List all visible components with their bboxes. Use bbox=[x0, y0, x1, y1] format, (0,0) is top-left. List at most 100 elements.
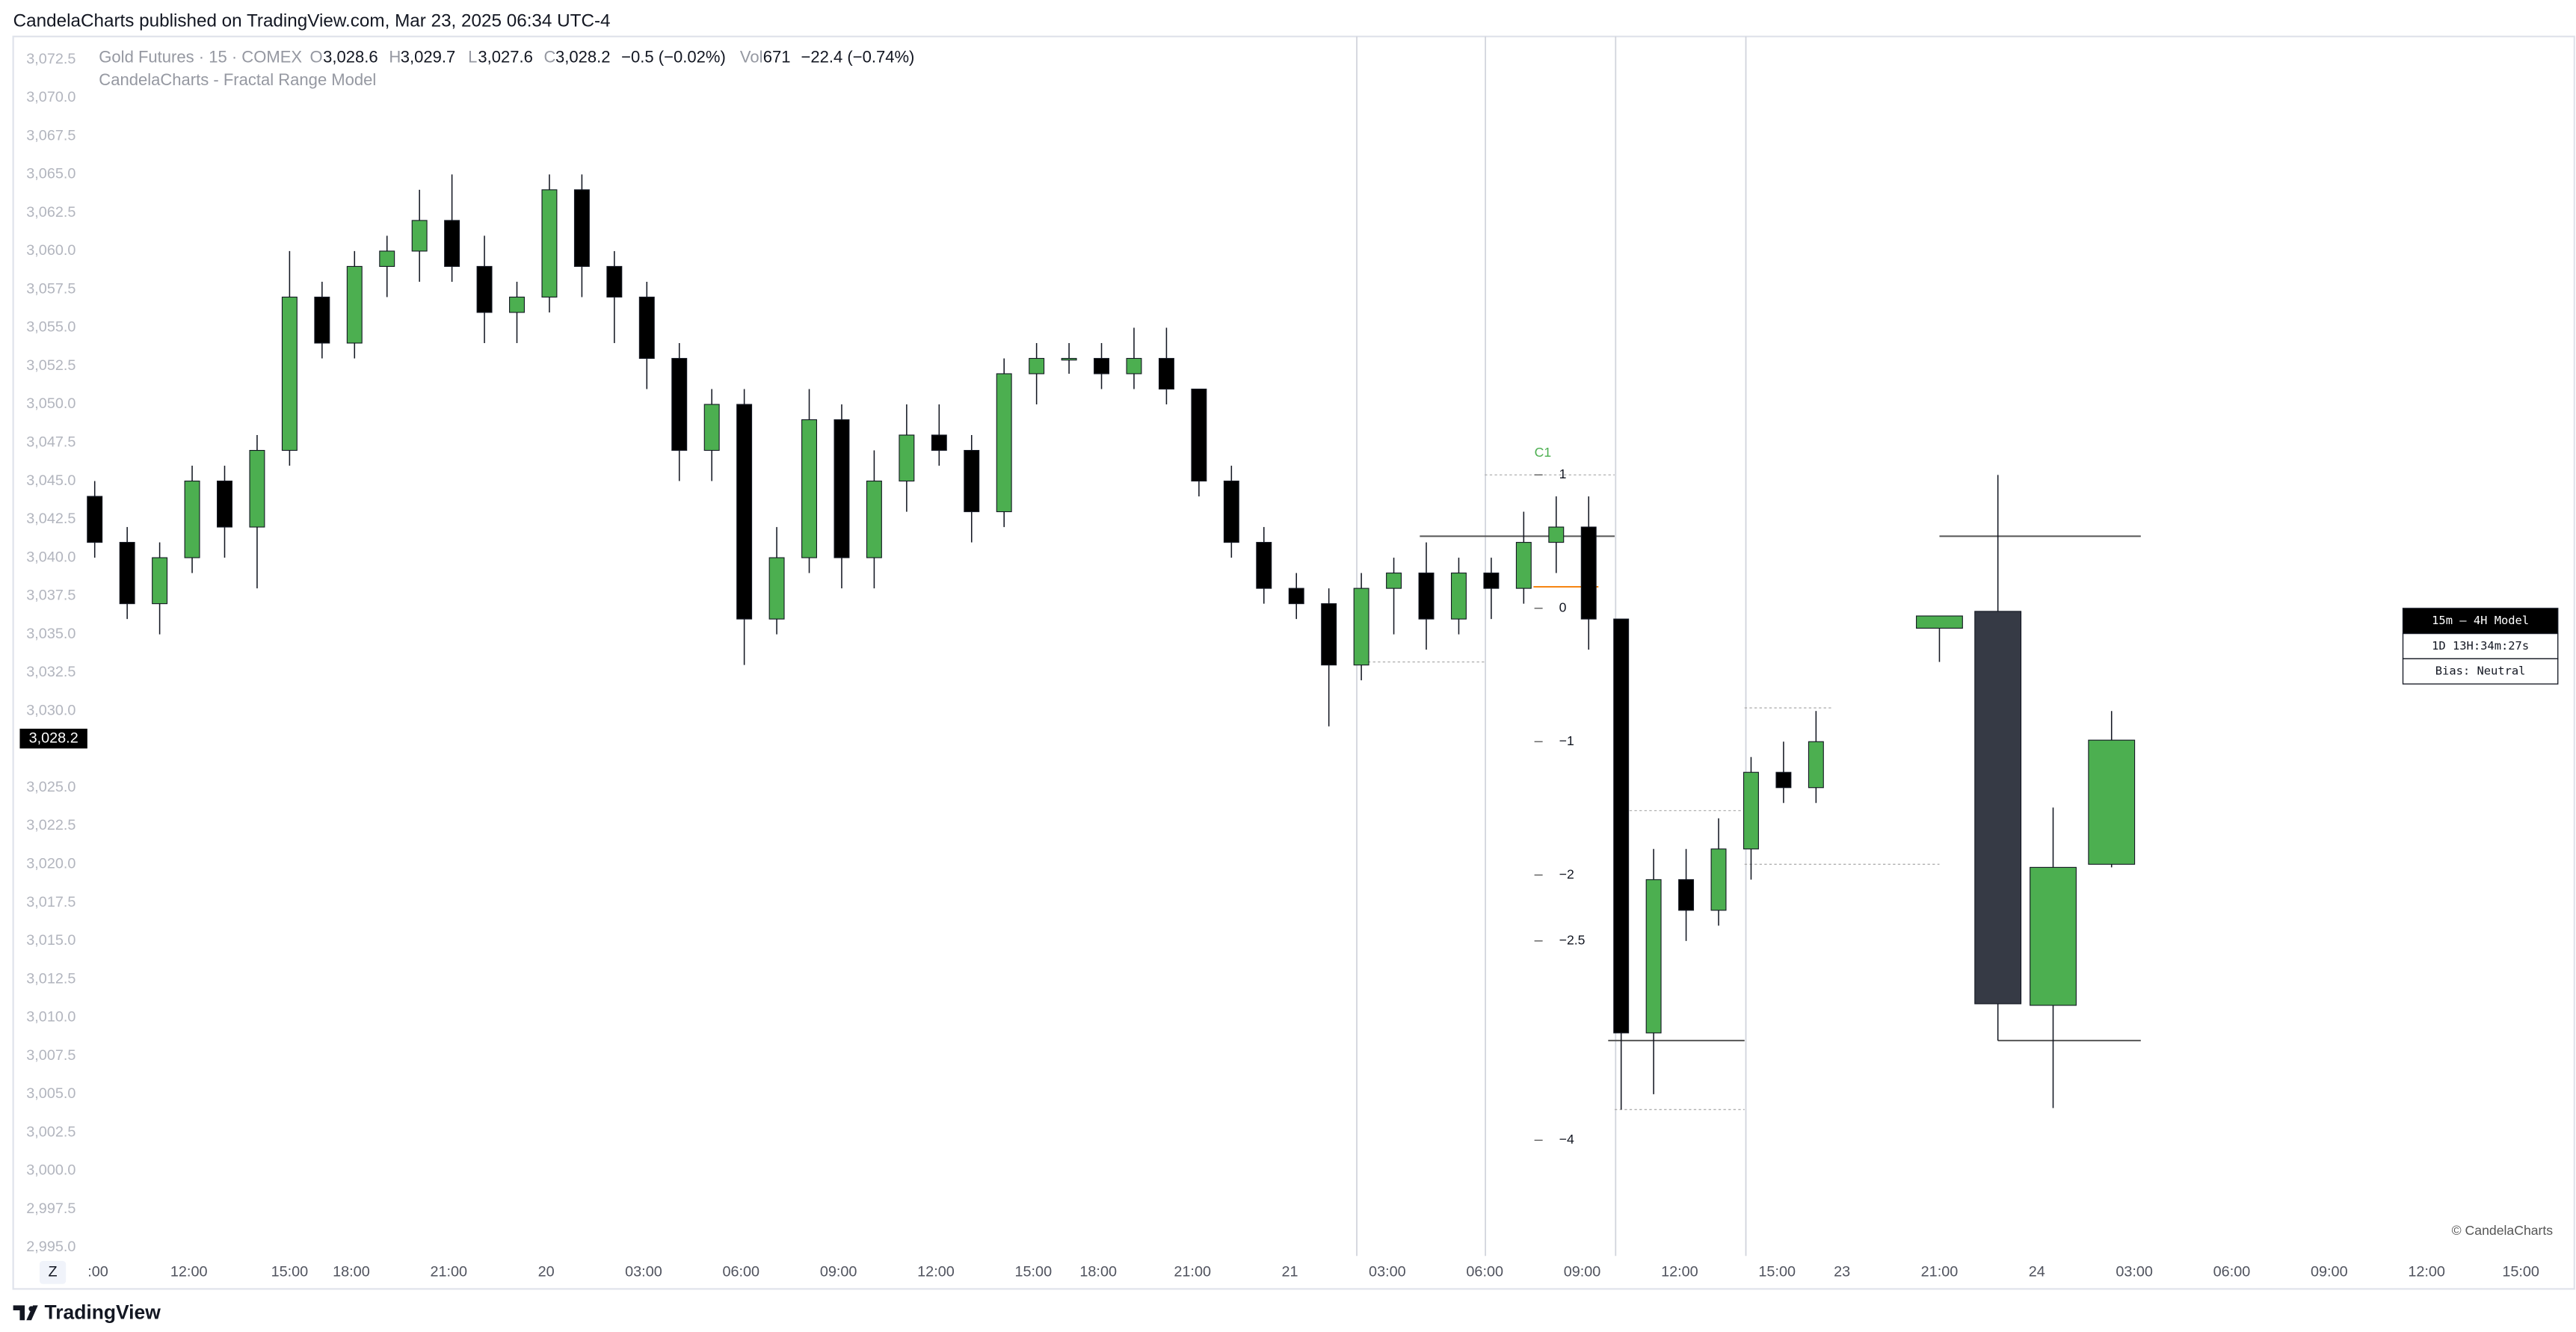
candle-body bbox=[411, 220, 428, 252]
candle-body bbox=[1808, 741, 1824, 789]
candle-body bbox=[1288, 588, 1304, 605]
candle-body bbox=[931, 434, 947, 451]
brand-logo bbox=[13, 1305, 38, 1321]
model-candle-body bbox=[2030, 866, 2077, 1006]
candle-body bbox=[866, 481, 882, 558]
x-tick-label: 20 bbox=[538, 1264, 555, 1280]
x-tick-label: 23 bbox=[1834, 1264, 1850, 1280]
candle-body bbox=[1645, 879, 1662, 1034]
candle-body bbox=[671, 357, 688, 451]
candle-body bbox=[509, 296, 525, 313]
y-tick-label: 3,015.0 bbox=[26, 932, 76, 949]
info-row bbox=[2402, 658, 2559, 685]
x-tick-label: 15:00 bbox=[271, 1264, 309, 1280]
x-tick-label: 21:00 bbox=[430, 1264, 467, 1280]
candle-body bbox=[1321, 603, 1337, 666]
y-tick-label: 3,065.0 bbox=[26, 166, 76, 182]
model-candle-body bbox=[2088, 739, 2136, 865]
candle-body bbox=[249, 449, 265, 528]
legend-vol-change: −22.4 (−0.74%) bbox=[801, 47, 915, 66]
x-tick-label: 09:00 bbox=[1564, 1264, 1601, 1280]
y-tick-label: 3,040.0 bbox=[26, 549, 76, 565]
candle-body bbox=[996, 373, 1012, 513]
legend-key: Vol bbox=[740, 47, 763, 66]
price-tag bbox=[19, 728, 87, 749]
candle-body bbox=[1029, 357, 1045, 374]
y-tick-label: 3,057.5 bbox=[26, 280, 76, 297]
x-tick-label: 06:00 bbox=[722, 1264, 759, 1280]
x-tick-label: 24 bbox=[2029, 1264, 2045, 1280]
candle-body bbox=[1710, 848, 1727, 911]
candle-body bbox=[541, 189, 558, 297]
candle-body bbox=[217, 481, 232, 528]
candle-body bbox=[833, 419, 850, 558]
candle-body bbox=[573, 189, 590, 267]
x-tick-label: 06:00 bbox=[1466, 1264, 1503, 1280]
x-tick-label: 06:00 bbox=[2213, 1264, 2251, 1280]
x-tick-label: 12:00 bbox=[2408, 1264, 2445, 1280]
y-tick-label: 3,045.0 bbox=[26, 472, 76, 489]
y-tick-label: 3,072.5 bbox=[26, 51, 76, 67]
candle-body bbox=[184, 481, 200, 558]
x-tick-label: 15:00 bbox=[1758, 1264, 1796, 1280]
fib-label: −2 bbox=[1559, 866, 1574, 881]
candle-body bbox=[801, 419, 817, 558]
legend-volume: 671 bbox=[763, 47, 791, 66]
fib-label: 1 bbox=[1559, 466, 1567, 481]
y-tick-label: 3,020.0 bbox=[26, 856, 76, 872]
candle-body bbox=[1094, 357, 1110, 374]
candle-body bbox=[899, 434, 915, 482]
y-tick-label: 3,025.0 bbox=[26, 779, 76, 795]
candle-body bbox=[1386, 573, 1402, 589]
candle-body bbox=[638, 296, 655, 360]
model-candle-body bbox=[1916, 615, 1963, 629]
y-tick-label: 3,002.5 bbox=[26, 1123, 76, 1140]
legend-value: 3,028.6 bbox=[323, 47, 378, 66]
fib-label: 0 bbox=[1559, 599, 1567, 614]
x-tick-label: 12:00 bbox=[917, 1264, 955, 1280]
x-tick-label: 18:00 bbox=[1079, 1264, 1117, 1280]
candle-body bbox=[1191, 388, 1207, 482]
legend-title: Gold Futures · 15 · COMEX bbox=[99, 47, 302, 66]
y-tick-label: 3,062.5 bbox=[26, 204, 76, 221]
y-tick-label: 3,047.5 bbox=[26, 434, 76, 451]
candle-body bbox=[1515, 542, 1532, 589]
candle-body bbox=[379, 250, 395, 267]
candle-body bbox=[281, 296, 298, 451]
x-tick-label: 21 bbox=[1281, 1264, 1298, 1280]
y-tick-label: 3,055.0 bbox=[26, 319, 76, 336]
candle-body bbox=[119, 542, 135, 605]
candle-body bbox=[703, 404, 720, 451]
x-tick-label: 09:00 bbox=[2311, 1264, 2348, 1280]
candle-body bbox=[1548, 526, 1565, 543]
plot-frame bbox=[12, 35, 2575, 1290]
info-text: 1D 13H:34m:27s bbox=[2432, 639, 2529, 653]
y-tick-label: 3,037.5 bbox=[26, 588, 76, 604]
zoom-button[interactable] bbox=[39, 1260, 67, 1284]
candle-body bbox=[1061, 357, 1077, 361]
y-tick-label: 3,067.5 bbox=[26, 127, 76, 144]
zoom-label[interactable]: Z bbox=[48, 1264, 57, 1280]
candle-body bbox=[1483, 573, 1500, 589]
info-row bbox=[2402, 632, 2559, 659]
candle-body bbox=[444, 220, 460, 267]
y-tick-label: 2,995.0 bbox=[26, 1239, 76, 1255]
x-tick-label: 12:00 bbox=[170, 1264, 208, 1280]
watermark: © CandelaCharts bbox=[2452, 1223, 2554, 1238]
candle-body bbox=[1158, 357, 1174, 390]
fib-label: −1 bbox=[1559, 733, 1574, 748]
x-tick-label: 12:00 bbox=[1661, 1264, 1698, 1280]
candle-body bbox=[768, 557, 785, 620]
candle-body bbox=[87, 496, 103, 543]
candle-body bbox=[1743, 771, 1759, 850]
y-tick-label: 3,070.0 bbox=[26, 89, 76, 105]
price-tag-label: 3,028.2 bbox=[29, 730, 78, 746]
y-tick-label: 3,017.5 bbox=[26, 894, 76, 910]
y-tick-label: 3,050.0 bbox=[26, 395, 76, 412]
indicator-name: CandelaCharts - Fractal Range Model bbox=[99, 70, 376, 89]
brand: TradingView bbox=[45, 1301, 161, 1323]
candle-body bbox=[964, 449, 980, 513]
x-tick-label: 21:00 bbox=[1174, 1264, 1211, 1280]
y-tick-label: 3,005.0 bbox=[26, 1085, 76, 1102]
